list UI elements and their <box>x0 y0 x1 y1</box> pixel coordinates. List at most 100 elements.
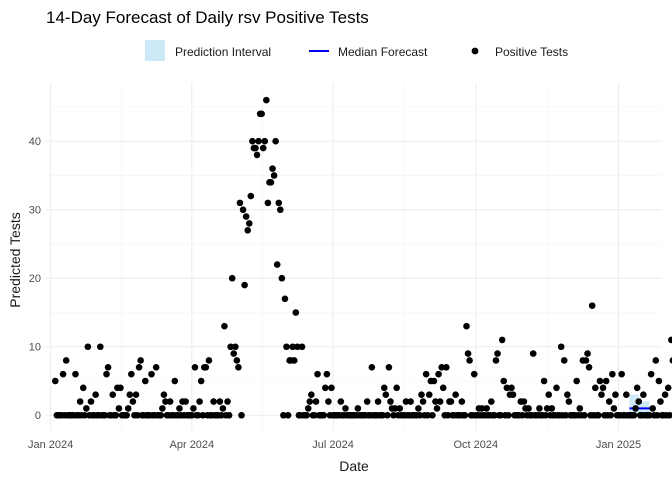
positive-test-point <box>443 363 450 371</box>
y-tick-label: 30 <box>29 205 41 217</box>
positive-test-point <box>416 411 424 419</box>
positive-test-point <box>584 350 591 357</box>
positive-test-point <box>669 357 672 364</box>
positive-test-point <box>418 391 425 398</box>
positive-test-point <box>197 377 205 385</box>
positive-test-point <box>646 411 653 419</box>
positive-test-point <box>129 398 137 405</box>
positive-test-point <box>311 411 318 419</box>
legend-label-prediction-interval: Prediction Interval <box>175 45 271 59</box>
positive-test-point <box>84 343 92 351</box>
positive-test-point <box>596 377 604 385</box>
positive-test-point <box>564 391 571 398</box>
positive-test-point <box>219 405 227 412</box>
positive-test-point <box>391 405 399 412</box>
positive-test-point <box>363 398 371 405</box>
positive-test-point <box>632 405 639 412</box>
positive-test-point <box>640 391 647 398</box>
positive-test-point <box>655 377 663 385</box>
positive-test-point <box>565 398 573 405</box>
positive-test-point <box>115 405 123 412</box>
positive-test-point <box>424 411 432 419</box>
positive-test-point <box>466 357 473 364</box>
positive-test-point <box>182 398 189 405</box>
positive-test-point <box>582 357 590 364</box>
positive-test-point <box>252 144 259 152</box>
positive-test-point <box>492 357 500 364</box>
positive-test-point <box>273 261 281 268</box>
positive-test-point <box>281 295 289 303</box>
positive-test-point <box>191 363 199 371</box>
positive-test-point <box>101 411 109 419</box>
positive-test-point <box>247 192 255 200</box>
positive-test-point <box>436 398 444 405</box>
legend: Prediction Interval Median Forecast Posi… <box>145 40 568 61</box>
positive-test-point <box>239 206 247 214</box>
positive-test-point <box>390 411 397 419</box>
positive-test-point <box>235 363 242 371</box>
positive-test-point <box>542 411 549 419</box>
positive-test-point <box>270 172 278 179</box>
positive-test-point <box>261 137 269 145</box>
x-tick-label: Apr 2024 <box>170 439 215 451</box>
x-tick-label: Jan 2024 <box>28 439 73 451</box>
positive-test-point <box>298 343 306 351</box>
positive-test-point <box>97 343 104 351</box>
positive-test-point <box>227 343 234 351</box>
positive-test-point <box>259 144 267 152</box>
positive-test-point <box>483 405 490 412</box>
positive-test-point <box>81 411 89 419</box>
positive-test-point <box>62 357 70 364</box>
positive-test-point <box>202 363 210 371</box>
positive-test-point <box>661 391 669 398</box>
positive-test-point <box>387 398 394 405</box>
positive-test-point <box>607 411 615 419</box>
y-tick-label: 20 <box>29 273 41 285</box>
positive-test-point <box>320 411 328 419</box>
positive-test-point <box>503 384 511 392</box>
positive-test-point <box>380 384 388 392</box>
positive-test-point <box>393 384 400 392</box>
positive-test-point <box>264 199 272 207</box>
positive-test-point <box>134 411 141 419</box>
positive-test-point <box>598 391 605 398</box>
positive-test-point <box>519 411 526 419</box>
positive-test-point <box>230 350 238 357</box>
positive-test-point <box>498 336 506 344</box>
positive-test-point <box>520 398 528 405</box>
positive-test-point <box>278 274 286 282</box>
positive-test-point <box>508 384 515 392</box>
positive-test-point <box>384 411 391 419</box>
positive-test-point <box>402 398 410 405</box>
positive-test-point <box>314 370 321 378</box>
positive-test-point <box>382 391 390 398</box>
positive-test-point <box>439 384 447 392</box>
positive-test-point <box>654 411 661 419</box>
positive-test-point <box>244 226 252 234</box>
positive-test-point <box>548 405 556 412</box>
positive-test-point <box>354 405 362 412</box>
positive-test-point <box>488 398 495 405</box>
positive-test-point <box>218 411 225 419</box>
positive-test-point <box>216 398 224 405</box>
positive-test-point <box>461 411 469 419</box>
y-axis-title: Predicted Tests <box>7 212 23 307</box>
y-tick-label: 10 <box>29 342 41 354</box>
positive-test-point <box>591 384 599 392</box>
prediction-interval-step <box>629 394 639 416</box>
positive-test-point <box>137 357 144 364</box>
positive-test-point <box>152 363 160 371</box>
x-tick-label: Jan 2025 <box>596 439 641 451</box>
positive-test-point <box>304 405 312 412</box>
positive-test-point <box>157 411 165 419</box>
positive-test-point <box>103 370 110 378</box>
positive-test-point <box>635 398 643 405</box>
positive-test-point <box>255 137 262 145</box>
positive-test-point <box>610 405 618 412</box>
positive-test-point <box>236 199 244 207</box>
positive-test-point <box>104 363 112 371</box>
x-tick-label: Jul 2024 <box>312 439 354 451</box>
positive-test-point <box>306 398 314 405</box>
positive-test-point <box>228 274 236 282</box>
